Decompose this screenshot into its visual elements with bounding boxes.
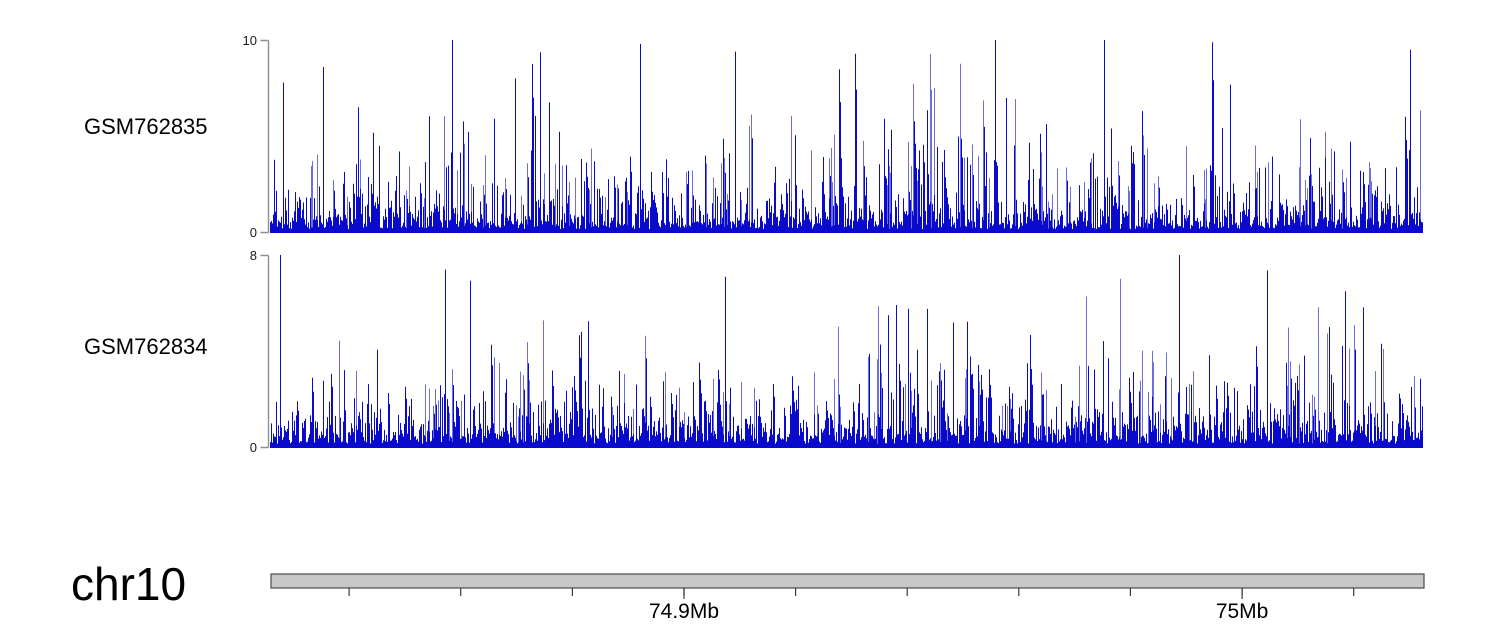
ruler-major-ticks xyxy=(683,588,1243,599)
signal-spikes-light xyxy=(311,54,1421,229)
ruler-position-label: 75Mb xyxy=(1216,600,1269,623)
coverage-track-gsm762834: 8 0 xyxy=(250,248,1423,455)
ruler-position-label: 74.9Mb xyxy=(649,600,719,623)
chromosome-label: chr10 xyxy=(71,558,187,610)
y-axis-line xyxy=(260,39,270,234)
y-axis-min-label: 0 xyxy=(250,225,257,240)
track-label-gsm762835: GSM762835 xyxy=(84,114,208,139)
signal-spikes xyxy=(270,255,1423,448)
signal-spikes-light xyxy=(339,278,1415,444)
chromosome-ideogram-bar xyxy=(270,573,1425,589)
ruler-tick-labels: 74.9Mb 75Mb xyxy=(649,600,1268,623)
y-axis-max-label: 10 xyxy=(243,33,257,48)
chromosome-ruler: 74.9Mb 75Mb xyxy=(270,573,1425,623)
y-axis-min-label: 0 xyxy=(250,440,257,455)
coverage-track-gsm762835: 10 0 xyxy=(243,33,1423,240)
ruler-minor-ticks xyxy=(348,588,1355,596)
track-label-gsm762834: GSM762834 xyxy=(84,334,208,359)
y-axis-max-label: 8 xyxy=(250,248,257,263)
y-axis-line xyxy=(260,254,270,449)
signal-spikes xyxy=(270,40,1423,233)
